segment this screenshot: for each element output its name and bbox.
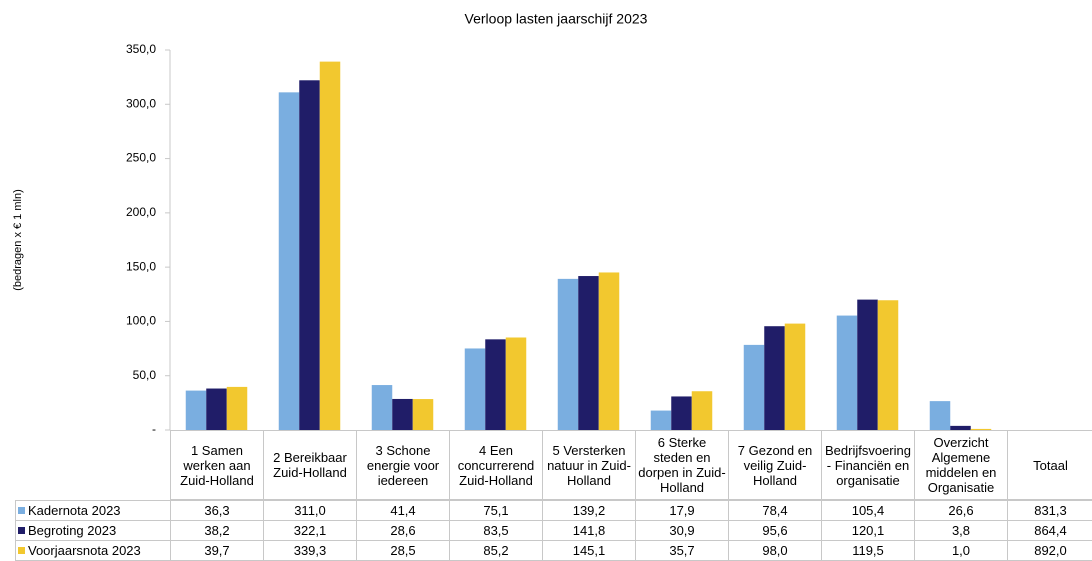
category-label: 3 Schone energie voor iedereen	[356, 430, 450, 500]
table-value: 39,7	[170, 540, 264, 561]
bar	[226, 386, 248, 430]
table-value: 3,8	[914, 520, 1008, 541]
category-label: 2 Bereikbaar Zuid-Holland	[263, 430, 357, 500]
legend-entry: Begroting 2023	[15, 520, 171, 541]
bar	[319, 61, 341, 431]
table-value: 28,5	[356, 540, 450, 561]
table-value: 311,0	[263, 500, 357, 521]
table-value: 119,5	[821, 540, 915, 561]
category-label: 1 Samen werken aan Zuid-Holland	[170, 430, 264, 500]
bar	[836, 315, 858, 430]
table-value: 26,6	[914, 500, 1008, 521]
category-label: 6 Sterke steden en dorpen in Zuid-Hollan…	[635, 430, 729, 500]
bar	[691, 391, 713, 430]
table-value: 17,9	[635, 500, 729, 521]
bar	[671, 396, 692, 430]
legend-swatch	[18, 547, 25, 554]
bar	[557, 278, 579, 430]
table-value: 1,0	[914, 540, 1008, 561]
category-label: 5 Versterken natuur in Zuid-Holland	[542, 430, 636, 500]
y-tick-label: 50,0	[133, 368, 157, 382]
bar	[299, 80, 320, 430]
table-value: 41,4	[356, 500, 450, 521]
table-value: 85,2	[449, 540, 543, 561]
bar	[505, 337, 527, 430]
bar	[392, 398, 413, 430]
y-tick-label: 150,0	[126, 259, 156, 273]
bar	[784, 323, 806, 430]
bar	[970, 428, 992, 430]
legend-entry: Voorjaarsnota 2023	[15, 540, 171, 561]
y-tick-label: 250,0	[126, 151, 156, 165]
bar	[929, 401, 951, 430]
y-tick-label: -	[152, 422, 156, 436]
category-label: Overzicht Algemene middelen en Organisat…	[914, 430, 1008, 500]
bar	[650, 410, 672, 430]
bar	[206, 388, 227, 430]
legend-entry: Kadernota 2023	[15, 500, 171, 521]
table-value: 28,6	[356, 520, 450, 541]
y-tick-label: 200,0	[126, 205, 156, 219]
y-axis-label: (bedragen x € 1 mln)	[12, 189, 24, 291]
table-total: 831,3	[1007, 500, 1092, 521]
table-value: 322,1	[263, 520, 357, 541]
bar	[950, 425, 971, 430]
table-total: 892,0	[1007, 540, 1092, 561]
table-value: 36,3	[170, 500, 264, 521]
bar	[598, 272, 620, 430]
bar	[743, 344, 765, 430]
table-value: 38,2	[170, 520, 264, 541]
legend-swatch	[18, 507, 25, 514]
table-total: 864,4	[1007, 520, 1092, 541]
table-value: 30,9	[635, 520, 729, 541]
bar	[185, 390, 207, 430]
bar	[464, 348, 486, 430]
legend-label: Begroting 2023	[28, 523, 117, 538]
bar	[278, 92, 300, 430]
table-value: 95,6	[728, 520, 822, 541]
table-value: 78,4	[728, 500, 822, 521]
category-label: Bedrijfsvoering - Financiën en organisat…	[821, 430, 915, 500]
bar	[877, 300, 899, 430]
y-tick-label: 300,0	[126, 96, 156, 110]
table-value: 339,3	[263, 540, 357, 561]
legend-swatch	[18, 527, 25, 534]
category-label: 7 Gezond en veilig Zuid-Holland	[728, 430, 822, 500]
table-value: 141,8	[542, 520, 636, 541]
bar	[764, 326, 785, 430]
table-value: 35,7	[635, 540, 729, 561]
table-value: 139,2	[542, 500, 636, 521]
table-value: 105,4	[821, 500, 915, 521]
bar	[485, 339, 506, 430]
table-value: 145,1	[542, 540, 636, 561]
bar	[371, 385, 393, 430]
y-tick-label: 100,0	[126, 314, 156, 328]
legend-label: Voorjaarsnota 2023	[28, 543, 141, 558]
chart-title: Verloop lasten jaarschijf 2023	[465, 11, 648, 27]
y-tick-label: 350,0	[126, 42, 156, 56]
bar	[857, 299, 878, 430]
legend-label: Kadernota 2023	[28, 503, 121, 518]
category-label: 4 Een concurrerend Zuid-Holland	[449, 430, 543, 500]
table-value: 75,1	[449, 500, 543, 521]
table-value: 98,0	[728, 540, 822, 561]
table-value: 83,5	[449, 520, 543, 541]
table-value: 120,1	[821, 520, 915, 541]
total-header: Totaal	[1007, 430, 1092, 500]
bar	[412, 399, 434, 430]
bar	[578, 276, 599, 430]
